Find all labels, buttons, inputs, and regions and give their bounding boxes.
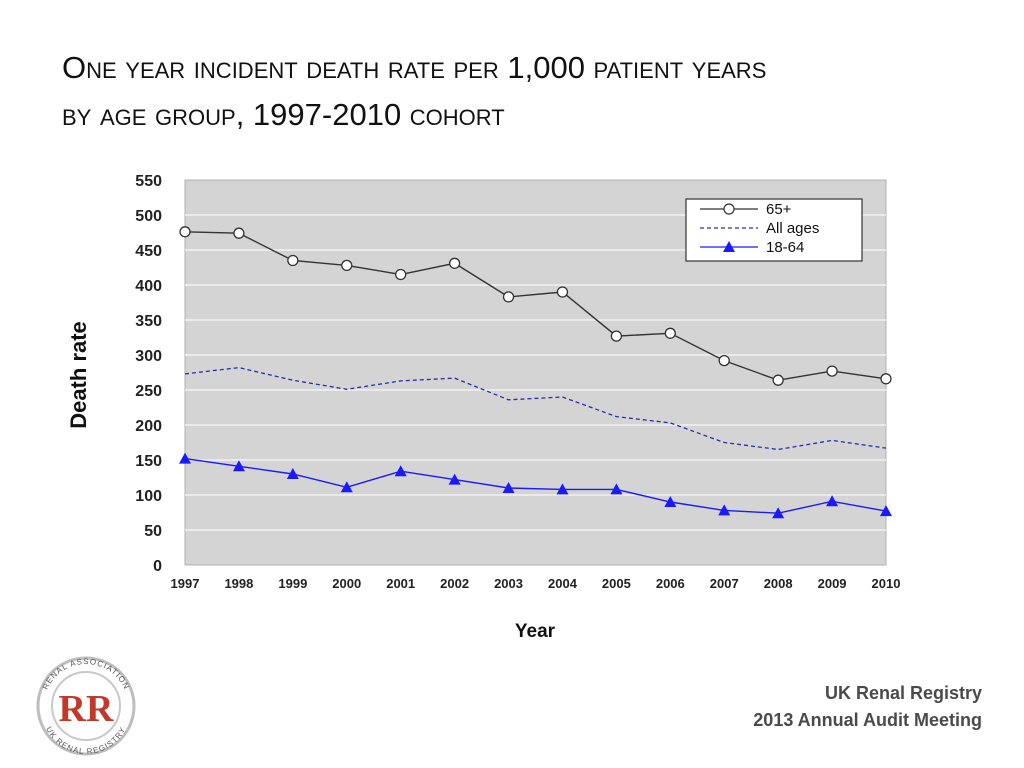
data-point: [179, 452, 191, 464]
legend: 65+ All ages 18-64: [685, 198, 863, 262]
series-All ages: [184, 366, 887, 451]
x-tick-label: 2006: [656, 576, 685, 591]
x-tick-label: 1999: [278, 576, 307, 591]
data-point: [610, 483, 623, 495]
data-point: [341, 259, 353, 272]
legend-label: All ages: [766, 220, 819, 237]
x-tick-label: 2000: [332, 576, 361, 591]
series-line: [184, 366, 887, 451]
legend-marker: [723, 203, 735, 215]
legend-label: 18-64: [766, 239, 804, 256]
data-point: [232, 460, 245, 472]
series-line: [184, 231, 887, 381]
data-point: [772, 374, 784, 386]
y-tick-label: 50: [144, 523, 162, 540]
x-tick-label: 2003: [494, 576, 523, 591]
x-axis-title: Year: [515, 621, 556, 642]
data-point: [826, 365, 838, 377]
y-tick-label: 150: [135, 453, 162, 470]
title-line-2: by age group, 1997-2010 cohort: [62, 97, 505, 132]
x-tick-label: 1997: [171, 576, 200, 591]
y-tick-label: 400: [135, 278, 162, 295]
data-point: [772, 507, 785, 519]
data-point: [718, 354, 730, 367]
x-tick-label: 2007: [710, 576, 739, 591]
title-line-1: One year incident death rate per 1,000 p…: [62, 50, 767, 85]
data-point: [286, 468, 299, 479]
y-axis-ticks: 0 50 100 150 200 250 300 350 400 450 500 550: [135, 173, 162, 575]
legend-label: 65+: [766, 201, 792, 218]
data-point: [287, 254, 299, 267]
footer: UK Renal Registry 2013 Annual Audit Meet…: [753, 680, 982, 734]
x-tick-label: 2002: [440, 576, 469, 591]
y-tick-label: 300: [135, 348, 162, 365]
y-tick-label: 100: [135, 488, 162, 505]
x-tick-label: 2001: [386, 576, 415, 591]
y-axis-title: Death rate: [66, 321, 91, 429]
data-point: [826, 495, 839, 507]
y-tick-label: 450: [135, 243, 162, 260]
data-point: [502, 482, 515, 493]
x-tick-label: 2010: [872, 576, 901, 591]
footer-line-1: UK Renal Registry: [824, 683, 982, 703]
x-tick-label: 2005: [602, 576, 631, 591]
data-point: [664, 496, 677, 507]
data-point: [556, 483, 569, 495]
x-tick-label: 2008: [764, 576, 793, 591]
x-tick-label: 1998: [224, 576, 253, 591]
x-tick-label: 2004: [548, 576, 578, 591]
data-point: [880, 505, 892, 517]
renal-registry-logo: RENAL ASSOCIATION UK RENAL REGISTRY RR: [36, 656, 136, 756]
legend-marker: [723, 241, 735, 252]
series-line: [184, 457, 887, 514]
y-tick-label: 200: [135, 418, 162, 435]
data-point: [664, 327, 676, 339]
x-tick-label: 2009: [818, 576, 847, 591]
series-layer: [179, 226, 892, 519]
data-point: [610, 330, 623, 342]
y-tick-label: 0: [153, 558, 162, 575]
y-tick-label: 350: [135, 313, 162, 330]
x-axis-ticks: 1997 1998 1999 2000 2001 2002 2003 2004 2005 2006…: [171, 576, 901, 591]
footer-line-2: 2013 Annual Audit Meeting: [753, 710, 982, 730]
data-point: [718, 504, 731, 516]
data-point: [502, 291, 515, 303]
data-point: [233, 227, 245, 239]
data-point: [448, 257, 461, 269]
y-tick-label: 550: [135, 173, 162, 190]
data-point: [880, 373, 892, 385]
y-tick-label: 250: [135, 383, 162, 400]
page-title: One year incident death rate per 1,000 p…: [62, 44, 962, 138]
series-18-64: [179, 452, 892, 519]
data-point: [448, 473, 461, 485]
series-65+: [179, 226, 892, 386]
logo-monogram: RR: [59, 688, 114, 730]
data-point: [179, 226, 191, 238]
data-point: [394, 465, 407, 477]
data-point: [340, 481, 353, 493]
data-point: [395, 268, 407, 281]
data-point: [556, 286, 569, 298]
y-tick-label: 500: [135, 208, 162, 225]
